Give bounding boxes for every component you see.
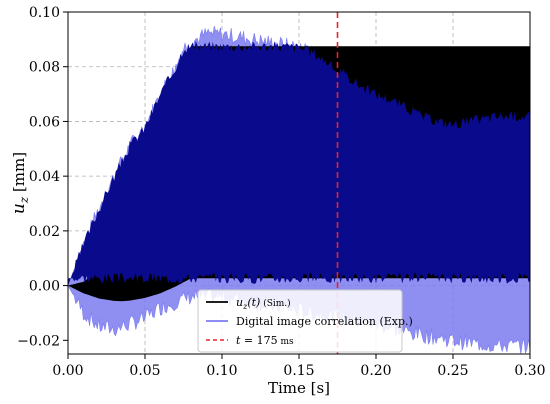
x-tick-label: 0.25 <box>437 363 468 379</box>
legend: uz(t) (Sim.) Digital image correlation (… <box>197 289 413 353</box>
series-exp-overlay <box>68 40 530 286</box>
legend-label-sim: uz(t) (Sim.) <box>236 296 291 311</box>
legend-label-vline: t = 175 ms <box>236 334 294 347</box>
x-tick-label: 0.20 <box>360 363 391 379</box>
y-tick-label: 0.00 <box>29 279 60 295</box>
y-tick-label: 0.06 <box>29 114 60 130</box>
x-tick-label: 0.00 <box>52 363 83 379</box>
x-tick-label: 0.10 <box>206 363 237 379</box>
x-tick-label: 0.15 <box>283 363 314 379</box>
y-tick-label: 0.08 <box>29 60 60 76</box>
y-tick-label: 0.04 <box>29 169 60 185</box>
y-tick-label: 0.10 <box>29 5 60 21</box>
legend-box <box>197 289 403 353</box>
y-axis: −0.02 0.00 0.02 0.04 0.06 0.08 0.10 <box>17 5 68 349</box>
y-axis-label: uz [mm] <box>9 152 31 214</box>
exp-overlay-group <box>68 40 530 286</box>
x-axis: 0.00 0.05 0.10 0.15 0.20 0.25 0.30 <box>52 354 546 379</box>
y-tick-label: −0.02 <box>17 333 60 349</box>
y-tick-label: 0.02 <box>29 224 60 240</box>
x-tick-label: 0.30 <box>514 363 545 379</box>
x-axis-label: Time [s] <box>268 379 330 397</box>
x-tick-label: 0.05 <box>129 363 160 379</box>
legend-label-exp: Digital image correlation (Exp.) <box>236 315 413 328</box>
